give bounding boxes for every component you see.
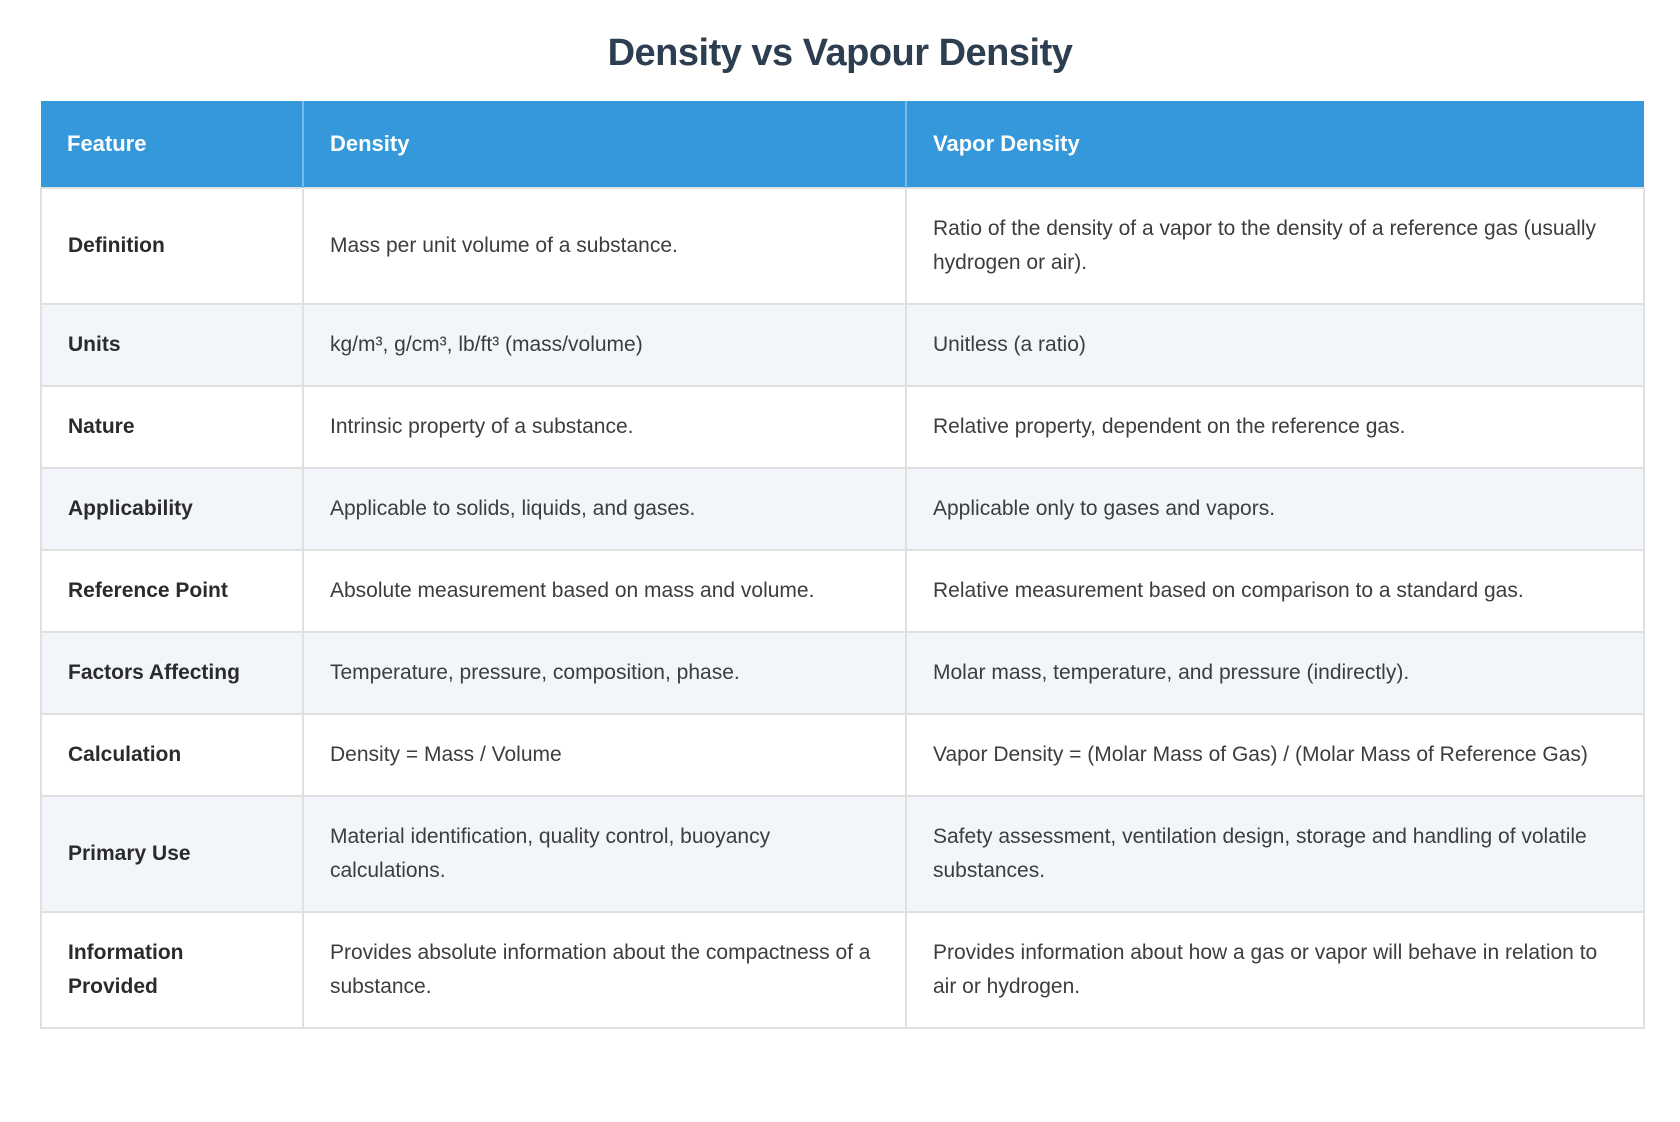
- feature-cell: Reference Point: [40, 549, 304, 633]
- table-row: Applicability Applicable to solids, liqu…: [40, 467, 1645, 551]
- vapor-density-cell: Relative measurement based on comparison…: [905, 549, 1645, 633]
- feature-cell: Applicability: [40, 467, 304, 551]
- density-cell: kg/m³, g/cm³, lb/ft³ (mass/volume): [302, 303, 907, 387]
- header-row: Feature Density Vapor Density: [41, 101, 1644, 188]
- table-row: Factors Affecting Temperature, pressure,…: [40, 631, 1645, 715]
- vapor-density-cell: Applicable only to gases and vapors.: [905, 467, 1645, 551]
- page-title: Density vs Vapour Density: [607, 32, 1073, 74]
- column-header-density: Density: [302, 101, 906, 188]
- density-cell: Temperature, pressure, composition, phas…: [302, 631, 907, 715]
- comparison-table: Feature Density Vapor Density Definition…: [40, 101, 1645, 1029]
- feature-cell: Definition: [40, 187, 304, 305]
- column-header-vapor-density: Vapor Density: [905, 101, 1644, 188]
- vapor-density-cell: Molar mass, temperature, and pressure (i…: [905, 631, 1645, 715]
- feature-cell: Factors Affecting: [40, 631, 304, 715]
- column-header-feature: Feature: [41, 101, 303, 188]
- density-cell: Mass per unit volume of a substance.: [302, 187, 907, 305]
- feature-cell: Units: [40, 303, 304, 387]
- vapor-density-cell: Safety assessment, ventilation design, s…: [905, 795, 1645, 913]
- table-body: Definition Mass per unit volume of a sub…: [40, 187, 1645, 1029]
- table-row: Definition Mass per unit volume of a sub…: [40, 187, 1645, 305]
- table-row: Calculation Density = Mass / Volume Vapo…: [40, 713, 1645, 797]
- table-row: Nature Intrinsic property of a substance…: [40, 385, 1645, 469]
- table-row: Information Provided Provides absolute i…: [40, 911, 1645, 1029]
- density-cell: Provides absolute information about the …: [302, 911, 907, 1029]
- vapor-density-cell: Vapor Density = (Molar Mass of Gas) / (M…: [905, 713, 1645, 797]
- feature-cell: Primary Use: [40, 795, 304, 913]
- table-row: Primary Use Material identification, qua…: [40, 795, 1645, 913]
- table-header: Feature Density Vapor Density: [41, 101, 1644, 188]
- density-cell: Intrinsic property of a substance.: [302, 385, 907, 469]
- vapor-density-cell: Ratio of the density of a vapor to the d…: [905, 187, 1645, 305]
- table-row: Reference Point Absolute measurement bas…: [40, 549, 1645, 633]
- feature-cell: Nature: [40, 385, 304, 469]
- density-cell: Absolute measurement based on mass and v…: [302, 549, 907, 633]
- vapor-density-cell: Provides information about how a gas or …: [905, 911, 1645, 1029]
- vapor-density-cell: Relative property, dependent on the refe…: [905, 385, 1645, 469]
- density-cell: Applicable to solids, liquids, and gases…: [302, 467, 907, 551]
- feature-cell: Information Provided: [40, 911, 304, 1029]
- feature-cell: Calculation: [40, 713, 304, 797]
- density-cell: Material identification, quality control…: [302, 795, 907, 913]
- vapor-density-cell: Unitless (a ratio): [905, 303, 1645, 387]
- density-cell: Density = Mass / Volume: [302, 713, 907, 797]
- table-row: Units kg/m³, g/cm³, lb/ft³ (mass/volume)…: [40, 303, 1645, 387]
